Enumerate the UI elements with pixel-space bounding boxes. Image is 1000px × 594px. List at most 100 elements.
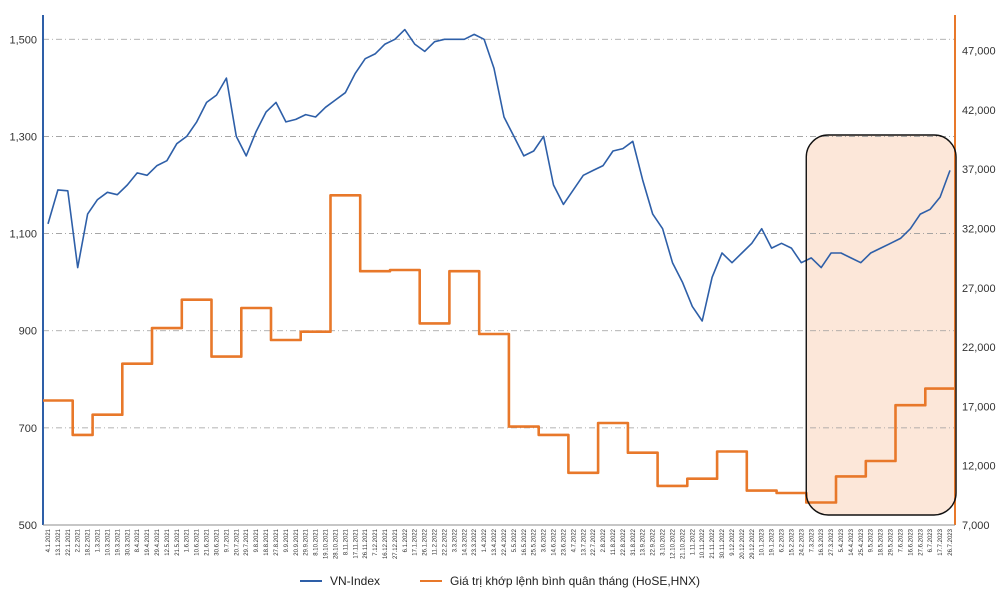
data-point-value [761, 490, 763, 492]
data-point-vnindex [67, 190, 69, 192]
data-point-vnindex [533, 150, 535, 152]
data-point-value [820, 502, 822, 504]
data-point-value [692, 478, 694, 480]
right-tick-label: 17,000 [962, 401, 996, 413]
data-point-vnindex [216, 94, 218, 96]
x-tick-label: 5.5.2022 [512, 528, 518, 552]
data-point-vnindex [305, 114, 307, 116]
series-line-value [43, 194, 955, 504]
data-point-value [701, 478, 703, 480]
x-tick-label: 13.4.2022 [492, 528, 498, 555]
x-tick-label: 3.3.2022 [452, 528, 458, 552]
data-point-vnindex [414, 43, 416, 45]
data-point-value [662, 485, 664, 487]
data-point-value [454, 270, 456, 272]
x-tick-label: 4.7.2022 [571, 528, 577, 552]
data-point-vnindex [245, 155, 247, 157]
data-point-value [57, 400, 59, 402]
data-point-value [622, 422, 624, 424]
data-point-vnindex [345, 92, 347, 94]
data-point-value [850, 476, 852, 478]
x-tick-label: 8.4.2021 [135, 528, 141, 552]
x-tick-label: 2.2.2021 [76, 528, 82, 552]
data-point-vnindex [464, 38, 466, 40]
x-tick-label: 19.4.2021 [145, 528, 151, 555]
data-point-value [414, 269, 416, 271]
data-point-value [354, 194, 356, 196]
data-point-value [939, 388, 941, 390]
data-point-vnindex [285, 121, 287, 123]
data-point-value [374, 270, 376, 272]
x-tick-label: 30.3.2021 [125, 528, 131, 555]
x-tick-label: 17.11.2021 [353, 528, 359, 558]
data-point-value [364, 270, 366, 272]
data-point-value [553, 434, 555, 436]
x-tick-label: 1.6.2021 [185, 528, 191, 552]
right-tick-label: 7,000 [962, 520, 990, 532]
x-tick-label: 14.6.2022 [552, 528, 558, 555]
x-tick-label: 11.2.2022 [433, 528, 439, 555]
x-tick-label: 17.7.2023 [938, 528, 944, 555]
data-point-vnindex [791, 247, 793, 249]
x-tick-label: 11.8.2022 [611, 528, 617, 555]
x-tick-label: 16.3.2023 [819, 528, 825, 555]
data-point-vnindex [721, 252, 723, 254]
data-point-vnindex [404, 29, 406, 31]
data-point-value [136, 363, 138, 365]
data-point-value [335, 194, 337, 196]
data-point-value [186, 299, 188, 301]
x-tick-label: 16.12.2021 [383, 528, 389, 559]
data-point-vnindex [642, 179, 644, 181]
x-tick-label: 8.10.2021 [314, 528, 320, 555]
data-point-vnindex [890, 242, 892, 244]
data-point-vnindex [384, 43, 386, 45]
data-point-vnindex [77, 267, 79, 269]
data-point-value [77, 434, 79, 436]
data-point-value [731, 451, 733, 453]
data-point-vnindex [582, 174, 584, 176]
data-point-vnindex [692, 306, 694, 308]
x-tick-label: 10.3.2021 [105, 528, 111, 555]
data-point-vnindex [186, 136, 188, 138]
x-tick-label: 21.11.2022 [710, 528, 716, 558]
data-point-value [146, 363, 148, 365]
data-point-value [642, 452, 644, 454]
data-point-vnindex [731, 262, 733, 264]
data-point-value [870, 460, 872, 462]
data-point-vnindex [632, 140, 634, 142]
x-tick-label: 15.2.2023 [789, 528, 795, 555]
x-tick-label: 21.10.2022 [680, 528, 686, 559]
data-point-value [860, 476, 862, 478]
x-tick-label: 20.12.2022 [740, 528, 746, 559]
legend-swatch-value [420, 580, 442, 582]
data-point-vnindex [374, 53, 376, 55]
data-point-vnindex [573, 189, 575, 191]
x-tick-label: 1.3.2021 [96, 528, 102, 552]
data-point-vnindex [612, 150, 614, 152]
data-point-vnindex [761, 228, 763, 230]
data-point-value [573, 472, 575, 474]
data-point-vnindex [662, 228, 664, 230]
data-point-vnindex [741, 252, 743, 254]
data-point-value [652, 452, 654, 454]
data-point-value [285, 339, 287, 341]
x-tick-label: 21.5.2021 [175, 528, 181, 555]
data-point-vnindex [325, 106, 327, 108]
x-tick-label: 23.3.2022 [472, 528, 478, 555]
data-point-value [592, 472, 594, 474]
x-tick-label: 20.7.2021 [234, 528, 240, 555]
legend-item-vnindex: VN-Index [299, 574, 380, 588]
data-point-value [464, 270, 466, 272]
data-point-vnindex [751, 242, 753, 244]
x-tick-label: 17.1.2022 [413, 528, 419, 555]
right-axis-ticks: 7,000 12,000 17,000 22,000 27,000 32,000 37,00… [962, 46, 996, 532]
data-point-value [771, 490, 773, 492]
data-point-value [206, 299, 208, 301]
data-point-value [305, 331, 307, 333]
x-tick-label: 29.12.2022 [750, 528, 756, 559]
data-point-vnindex [543, 136, 545, 138]
highlight-frame [805, 134, 957, 516]
right-tick-label: 27,000 [962, 283, 996, 295]
data-point-value [612, 422, 614, 424]
x-tick-label: 6.7.2023 [928, 528, 934, 552]
